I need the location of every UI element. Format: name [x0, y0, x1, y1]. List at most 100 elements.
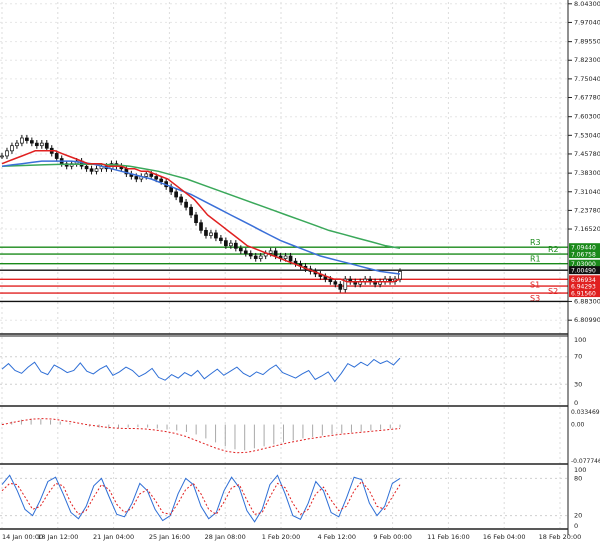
price-tag-label: 7.06758 [571, 252, 596, 259]
candle-body [233, 242, 238, 249]
price-tag [569, 282, 600, 291]
x-tick-label: 4 Feb 12:00 [318, 533, 357, 541]
price-tag [569, 275, 600, 284]
candle-body [89, 168, 94, 172]
candle-body [30, 140, 34, 144]
macd-panel [1, 418, 401, 454]
rsi-tick-label: 70 [574, 353, 582, 361]
candle-body [5, 150, 9, 157]
y-tick-label: 7.75040 [574, 75, 600, 83]
candle-body [54, 153, 59, 159]
candle-body [44, 142, 49, 149]
rsi-tick-label: 30 [574, 380, 582, 388]
candle-body [199, 222, 203, 231]
moving-average-blue [1, 160, 401, 275]
candle-body [94, 168, 99, 172]
price-tag-label: 7.03000 [571, 261, 596, 268]
y-tick-label: 7.53040 [574, 131, 600, 139]
price-tag-label: 6.96934 [571, 277, 596, 284]
y-tick-label: 7.38300 [574, 169, 600, 177]
candle-body [258, 255, 263, 259]
candle-body [219, 237, 223, 241]
y-tick-label: 6.88300 [574, 297, 600, 305]
pivot-level-label: R3 [530, 238, 541, 247]
candle-body [159, 178, 164, 182]
candle-body [144, 173, 149, 177]
y-tick-label: 7.23780 [574, 206, 600, 214]
stoch-tick-label: 100 [574, 466, 586, 474]
price-tag [569, 266, 600, 275]
x-tick-label: 18 Jan 12:00 [37, 533, 78, 541]
candle-body [154, 176, 159, 180]
candle-body [0, 155, 4, 158]
stochastic-d-line [1, 480, 401, 516]
moving-average-red [1, 150, 401, 283]
rsi-tick-label: 0 [574, 399, 578, 407]
macd-tick-label: -0.077746 [571, 458, 600, 465]
price-tag [569, 243, 600, 252]
x-tick-label: 9 Feb 00:00 [373, 533, 412, 541]
x-tick-label: 25 Jan 16:00 [149, 533, 190, 541]
candle-body [243, 250, 248, 254]
candle-body [253, 255, 258, 259]
candle-body [25, 137, 29, 141]
candle-body [224, 240, 228, 247]
candle-body [194, 214, 198, 224]
pivot-level-label: R2 [548, 245, 559, 254]
candle-body [39, 142, 44, 147]
pivot-level-label: R1 [530, 255, 541, 264]
pivot-level-label: S1 [530, 280, 540, 289]
candle-body [268, 250, 273, 254]
stoch-tick-label: 80 [574, 474, 582, 482]
moving-average-green [1, 163, 401, 250]
y-tick-label: 8.04300 [574, 0, 600, 8]
x-tick-label: 1 Feb 20:00 [262, 533, 301, 541]
candle-body [84, 165, 89, 170]
candle-body [343, 278, 348, 290]
y-tick-label: 7.67780 [574, 94, 600, 102]
grid-lines [0, 2, 568, 528]
x-tick-label: 16 Feb 04:00 [483, 533, 526, 541]
candle-body [338, 283, 343, 290]
pivot-level-label: S3 [530, 294, 540, 303]
x-tick-label: 21 Jan 04:00 [93, 533, 134, 541]
x-tick-label: 18 Feb 20:00 [539, 533, 582, 541]
candle-body [273, 250, 278, 257]
candle-body [229, 242, 233, 247]
candle-body [174, 191, 178, 198]
rsi-tick-label: 100 [574, 336, 586, 344]
candle-body [179, 196, 183, 203]
candle-body [333, 281, 338, 285]
stochastic-k-line [1, 474, 401, 523]
y-tick-label: 7.97040 [574, 18, 600, 26]
candle-body [204, 230, 208, 236]
y-tick-label: 7.60300 [574, 113, 600, 121]
stoch-tick-label: 20 [574, 512, 582, 520]
candle-body [248, 253, 253, 257]
macd-tick-label: 0.00 [571, 422, 585, 429]
x-tick-label: 28 Jan 08:00 [205, 533, 246, 541]
candle-body [20, 137, 24, 144]
y-tick-label: 7.16520 [574, 225, 600, 233]
stochastic-panel [1, 474, 401, 523]
y-tick-label: 7.45780 [574, 150, 600, 158]
y-tick-label: 7.31040 [574, 188, 600, 196]
candle-body [134, 176, 139, 180]
candle-body [189, 206, 193, 216]
candle-body [34, 142, 39, 147]
x-tick-label: 14 Jan 00:00 [2, 533, 43, 541]
stoch-tick-label: 0 [574, 522, 578, 530]
price-tag-label: 7.09440 [571, 245, 596, 252]
candle-body [184, 201, 188, 208]
pivot-level-label: S2 [548, 287, 558, 296]
candle-body [10, 145, 14, 152]
macd-signal-line [1, 418, 401, 454]
y-tick-label: 7.82300 [574, 56, 600, 64]
candle-body [283, 255, 288, 259]
y-tick-label: 6.80990 [574, 316, 600, 324]
candle-body [328, 278, 333, 283]
candle-body [238, 247, 243, 252]
candle-body [214, 232, 218, 239]
